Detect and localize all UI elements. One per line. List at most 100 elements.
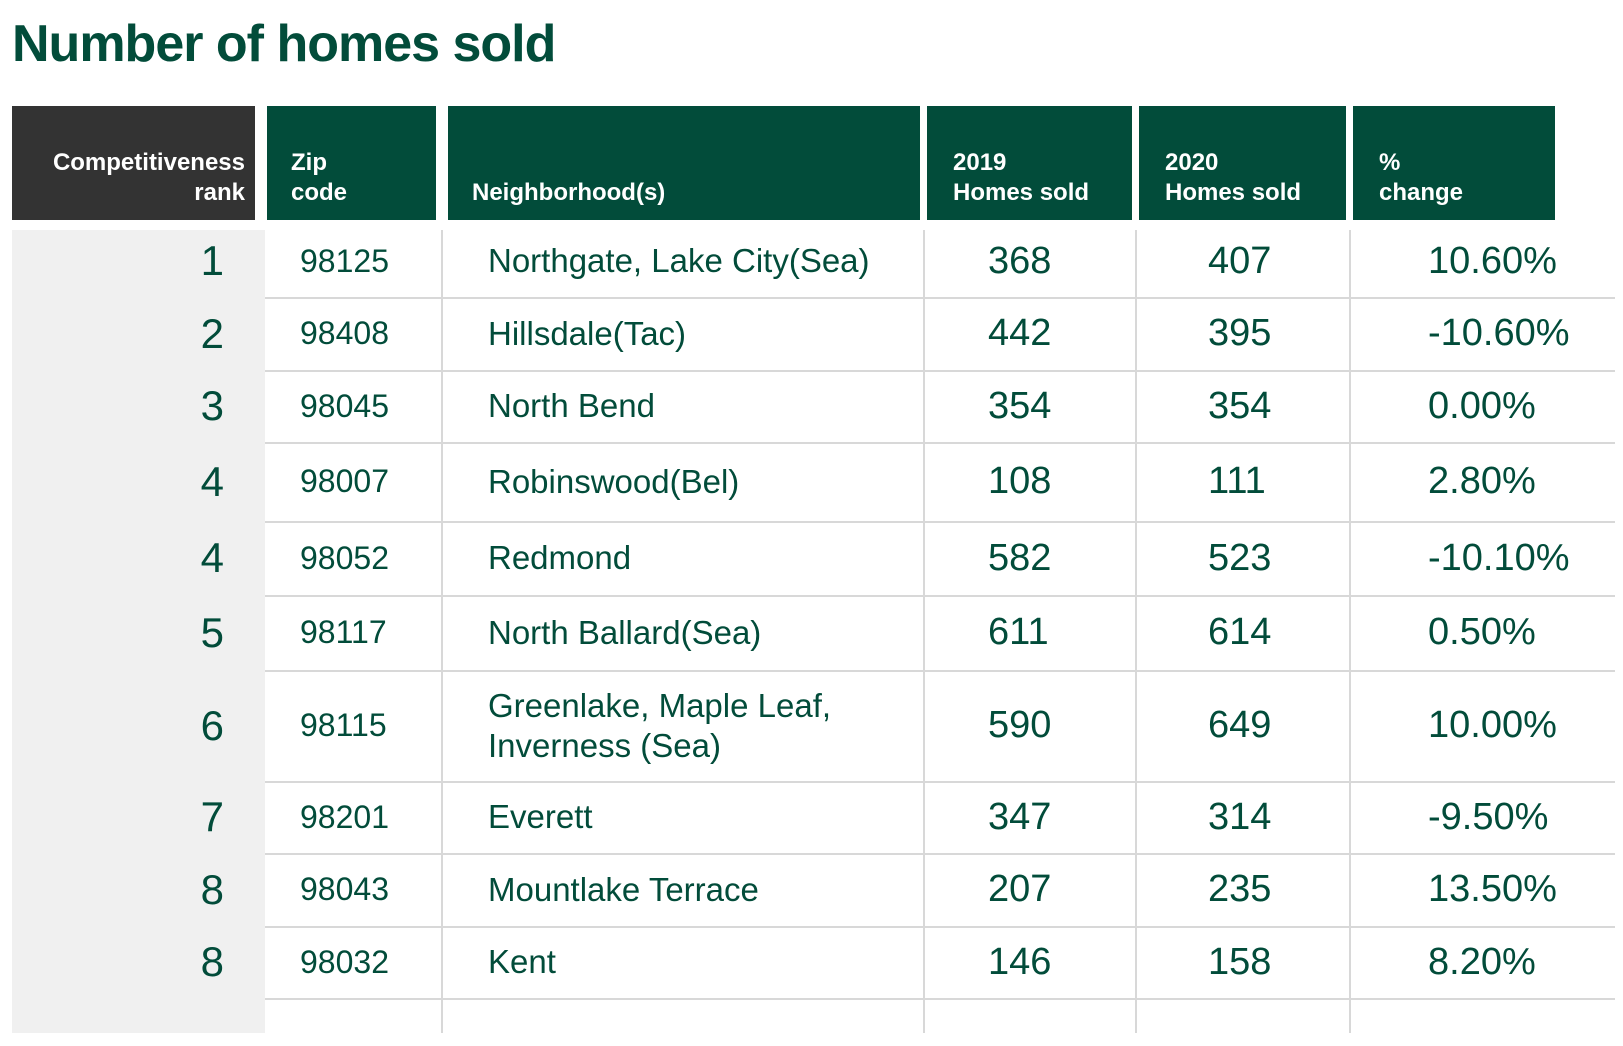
neighborhood-name: Robinswood	[488, 462, 670, 500]
neighborhood-cell: Everett	[488, 781, 958, 853]
header-2020-line2: Homes sold	[1165, 179, 1302, 206]
row-divider	[265, 781, 1615, 783]
percent-symbol: %	[1514, 795, 1549, 838]
neighborhood-cell: Mountlake Terrace	[488, 853, 958, 926]
neighborhood-cell: Kent	[488, 926, 958, 998]
neighborhood-name: Everett	[488, 798, 593, 835]
homes-sold-2020-cell: 523	[1208, 536, 1272, 579]
header-zip-line1: Zip	[291, 149, 327, 176]
zip-cell: 98125	[300, 242, 389, 279]
header-rank-line1: Competitiveness	[52, 149, 245, 176]
percent-change-value: 0.00	[1428, 384, 1502, 427]
city-abbreviation: (Sea)	[788, 242, 870, 279]
percent-change-value: -9.50	[1428, 795, 1515, 838]
homes-sold-2020-cell: 395	[1208, 312, 1272, 354]
rank-cell: 6	[200, 701, 224, 749]
rank-column-background	[12, 230, 265, 1033]
homes-sold-2019-cell: 347	[988, 795, 1052, 838]
homes-sold-2020-cell: 407	[1208, 239, 1272, 282]
page-title: Number of homes sold	[12, 15, 556, 73]
zip-cell: 98201	[300, 798, 389, 835]
header-change: % change	[1353, 106, 1555, 220]
row-divider	[265, 297, 1615, 299]
percent-symbol: %	[1501, 460, 1536, 502]
neighborhood-name: Kent	[488, 943, 556, 980]
homes-sold-2019-cell: 354	[988, 384, 1052, 427]
percent-symbol: %	[1501, 611, 1536, 653]
header-zip: Zip code	[267, 106, 436, 220]
zip-cell: 98045	[300, 387, 389, 424]
row-divider	[265, 370, 1615, 372]
percent-change-cell: 0.00%	[1428, 370, 1536, 442]
neighborhood-cell: Hillsdale (Tac)	[488, 297, 958, 370]
city-abbreviation: (Sea)	[631, 726, 721, 764]
neighborhood-name: Greenlake, Maple Leaf, Inverness	[488, 686, 832, 764]
row-divider	[265, 442, 1615, 444]
homes-sold-2019-cell: 146	[988, 940, 1052, 983]
neighborhood-name: Northgate, Lake City	[488, 242, 789, 279]
neighborhood-cell: Redmond	[488, 521, 958, 595]
header-2019-line2: Homes sold	[953, 179, 1090, 206]
homes-sold-2020-cell: 111	[1208, 460, 1266, 502]
homes-sold-2020-cell: 614	[1208, 611, 1272, 653]
percent-symbol: %	[1501, 940, 1536, 983]
header-change-line2: change	[1379, 179, 1464, 206]
percent-change-value: 8.20	[1428, 940, 1502, 983]
rank-cell: 3	[200, 382, 224, 429]
row-divider	[265, 853, 1615, 855]
zip-cell: 98117	[300, 614, 387, 650]
homes-sold-2019-cell: 442	[988, 312, 1052, 354]
neighborhood-name: North Bend	[488, 387, 655, 424]
percent-symbol: %	[1535, 312, 1570, 354]
neighborhood-cell: Northgate, Lake City (Sea)	[488, 225, 958, 297]
homes-sold-2019-cell: 590	[988, 704, 1052, 746]
rank-cell: 4	[200, 534, 224, 581]
header-2019-line1: 2019	[953, 149, 1007, 176]
homes-sold-2019-cell: 108	[988, 460, 1052, 502]
neighborhood-cell: North Ballard (Sea)	[488, 595, 958, 670]
zip-cell: 98052	[300, 539, 389, 576]
row-divider	[265, 670, 1615, 672]
percent-symbol: %	[1535, 536, 1570, 579]
percent-change-value: -10.10	[1428, 536, 1536, 579]
percent-change-cell: 10.00%	[1428, 670, 1557, 781]
header-rank: Competitiveness rank	[12, 106, 255, 220]
column-divider	[1135, 230, 1137, 1033]
neighborhood-name: North Ballard	[488, 613, 681, 651]
percent-change-value: 13.50	[1428, 868, 1524, 910]
homes-sold-2019-cell: 582	[988, 536, 1052, 579]
homes-sold-2020-cell: 314	[1208, 795, 1272, 838]
percent-change-cell: 0.50%	[1428, 595, 1536, 670]
percent-symbol: %	[1523, 868, 1557, 910]
rank-cell: 1	[200, 237, 224, 284]
percent-change-cell: -10.10%	[1428, 521, 1570, 595]
percent-change-value: 0.50	[1428, 611, 1502, 653]
rank-cell: 2	[200, 309, 224, 357]
city-abbreviation: (Tac)	[612, 314, 687, 352]
header-2020-line1: 2020	[1165, 149, 1219, 176]
neighborhood-cell: North Bend	[488, 370, 958, 442]
percent-change-value: 10.60	[1428, 239, 1524, 282]
neighborhood-name: Redmond	[488, 539, 632, 576]
rank-cell: 7	[200, 793, 224, 840]
rank-cell: 4	[200, 457, 224, 505]
neighborhood-cell: Robinswood (Bel)	[488, 442, 958, 521]
header-2020: 2020 Homes sold	[1139, 106, 1346, 220]
homes-sold-2020-cell: 354	[1208, 384, 1272, 427]
percent-change-cell: -9.50%	[1428, 781, 1548, 853]
percent-change-cell: -10.60%	[1428, 297, 1570, 370]
neighborhood-name: Mountlake Terrace	[488, 870, 759, 908]
row-divider	[265, 595, 1615, 597]
percent-symbol: %	[1523, 239, 1557, 282]
zip-cell: 98032	[300, 943, 389, 980]
header-rank-line2: rank	[194, 179, 245, 206]
city-abbreviation: (Bel)	[669, 462, 740, 500]
neighborhood-name: Hillsdale	[488, 314, 613, 352]
percent-change-value: 2.80	[1428, 460, 1502, 502]
rank-cell: 8	[200, 938, 224, 985]
homes-sold-2019-cell: 368	[988, 239, 1052, 282]
zip-cell: 98043	[300, 871, 389, 907]
percent-change-value: 10.00	[1428, 704, 1524, 746]
percent-symbol: %	[1523, 704, 1557, 746]
percent-change-cell: 8.20%	[1428, 926, 1536, 998]
